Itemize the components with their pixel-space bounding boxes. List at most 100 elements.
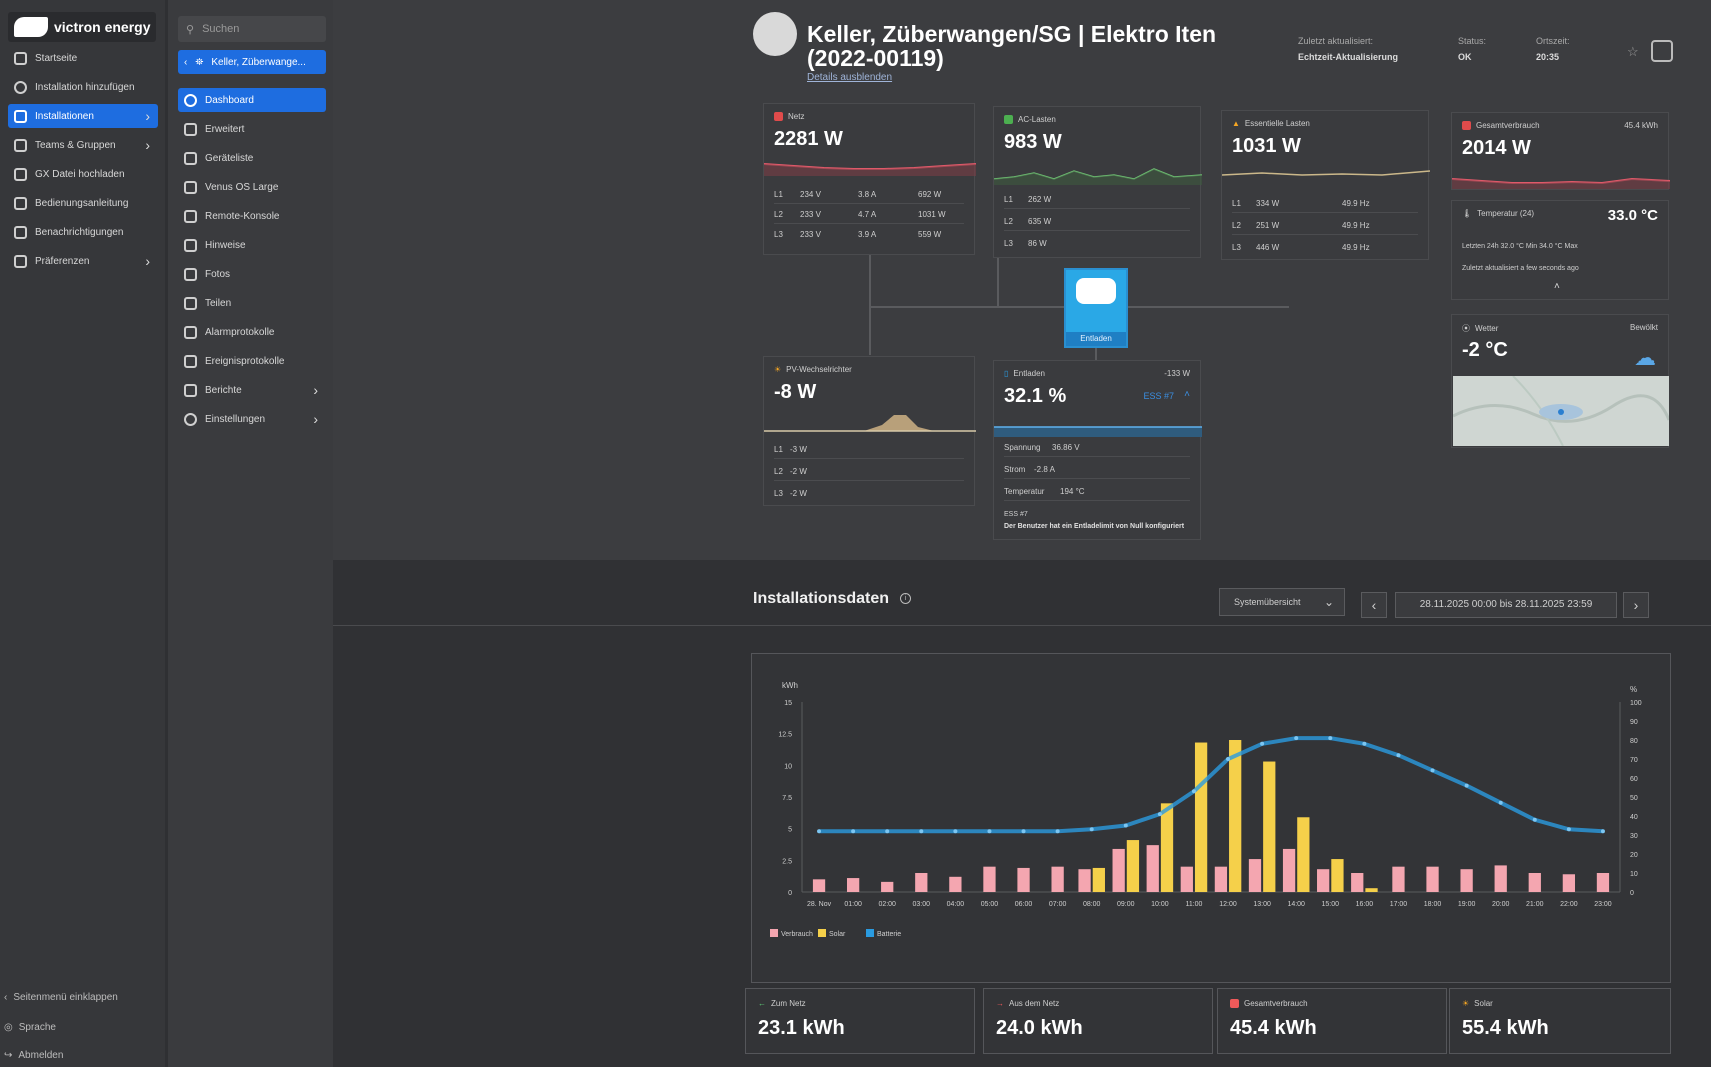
location-map[interactable] [1452, 375, 1671, 447]
weather-label: Wetter [1475, 324, 1499, 333]
power: 635 W [1028, 217, 1052, 226]
temperature-card[interactable]: 🌡 Temperatur (24) 33.0 °C Letzten 24h 32.… [1451, 200, 1669, 300]
ess-link[interactable]: ESS #7 [1143, 391, 1174, 401]
local-time-label: Ortszeit: [1536, 36, 1570, 46]
chevron-right-icon: › [145, 108, 150, 124]
gear-icon [184, 412, 197, 426]
grid-power: 2281 W [774, 128, 843, 150]
sidebar-item-installationen[interactable]: Installationen › [8, 104, 158, 128]
date-range[interactable]: 28.11.2025 00:00 bis 28.11.2025 23:59 [1395, 592, 1617, 618]
ac-row-l3: L3 86 W [1004, 239, 1190, 252]
language-button[interactable]: ◎ Sprache [4, 1022, 56, 1033]
subnav-item-teilen[interactable]: Teilen [178, 291, 326, 315]
favorite-star-icon[interactable]: ☆ [1627, 44, 1639, 59]
temperature-header: 🌡 Temperatur (24) [1462, 209, 1534, 218]
subnav-item-hinweise[interactable]: Hinweise [178, 233, 326, 257]
subnav-item-erweitert[interactable]: Erweitert [178, 117, 326, 141]
subnav-item-einstellungen[interactable]: Einstellungen › [178, 407, 326, 431]
prev-range-button[interactable]: ‹ [1361, 592, 1387, 618]
collapse-label: Seitenmenü einklappen [13, 992, 118, 1003]
bar-verbrauch [983, 866, 996, 892]
collapse-sidebar-button[interactable]: ‹ Seitenmenü einklappen [4, 992, 118, 1003]
bar-verbrauch [1248, 859, 1262, 892]
subnav-item-fotos[interactable]: Fotos [178, 262, 326, 286]
subnav-item-label: Erweitert [205, 123, 245, 135]
back-to-installation[interactable]: ‹ ⛯ Keller, Züberwange... [178, 50, 326, 74]
total-value: 24.0 kWh [996, 1017, 1083, 1039]
info-icon[interactable]: i [900, 593, 911, 604]
x-tick-label: 20:00 [1492, 901, 1510, 908]
search-input[interactable]: ⚲ Suchen [178, 16, 326, 42]
bar-solar [1194, 742, 1208, 892]
subnav-item-label: Geräteliste [205, 152, 254, 164]
sidebar-item-installation-hinzufuegen[interactable]: Installation hinzufügen [8, 75, 158, 99]
view-select[interactable]: Systemübersicht ⌄ [1219, 588, 1345, 616]
pv-inverter-label: PV-Wechselrichter [786, 365, 852, 374]
subnav-item-alarmprotokolle[interactable]: Alarmprotokolle [178, 320, 326, 344]
metric-label: Spannung [1004, 443, 1041, 452]
bar-verbrauch [1562, 874, 1576, 892]
frequency: 49.9 Hz [1342, 221, 1370, 230]
pv-inverter-card[interactable]: ☀ PV-Wechselrichter -8 W L1 -3 W L2 -2 W L3… [763, 356, 976, 506]
last-updated-value: Echtzeit-Aktualisierung [1298, 52, 1399, 62]
sidebar-item-teams[interactable]: Teams & Gruppen › [8, 133, 158, 157]
essential-loads-card[interactable]: ▲ Essentielle Lasten 1031 W L1 334 W 49.9 H… [1221, 110, 1430, 260]
subnav-item-berichte[interactable]: Berichte › [178, 378, 326, 402]
sidebar-item-gx-upload[interactable]: GX Datei hochladen [8, 162, 158, 186]
total-header: ☀ Solar [1462, 999, 1493, 1008]
sidebar-item-praeferenzen[interactable]: Präferenzen › [8, 249, 158, 273]
subnav-item-venus-os[interactable]: Venus OS Large [178, 175, 326, 199]
sidebar-item-benachrichtigungen[interactable]: Benachrichtigungen [8, 220, 158, 244]
weather-header: ⦿ Wetter [1462, 323, 1498, 334]
x-tick-label: 09:00 [1117, 901, 1135, 908]
power: 1031 W [918, 210, 946, 219]
total-consumption-card[interactable]: Gesamtverbrauch 45.4 kWh 2014 W [1451, 112, 1670, 190]
power: 446 W [1256, 243, 1280, 252]
subnav-item-dashboard[interactable]: Dashboard [178, 88, 326, 112]
pv-power: -8 W [774, 381, 817, 403]
victron-logo[interactable]: victron energy [8, 12, 156, 42]
inverter-node[interactable]: Entladen [1064, 268, 1128, 348]
layout-toggle-button[interactable] [1651, 40, 1673, 62]
sidebar-item-bedienungsanleitung[interactable]: Bedienungsanleitung [8, 191, 158, 215]
bar-verbrauch [881, 881, 894, 892]
battery-card[interactable]: ▯ Entladen -133 W 32.1 % ESS #7 ˄ Spannun… [993, 360, 1202, 540]
x-tick-label: 13:00 [1253, 901, 1271, 908]
hide-details-link[interactable]: Details ausblenden [807, 72, 893, 83]
y-tick-label: 10 [784, 763, 792, 770]
sun-icon: ☀ [1462, 999, 1470, 1008]
total-consumption-header: Gesamtverbrauch [1462, 121, 1540, 130]
chevron-up-icon[interactable]: ˄ [1184, 389, 1190, 400]
sidebar-item-startseite[interactable]: Startseite [8, 46, 158, 70]
subnav-item-geraeteliste[interactable]: Geräteliste [178, 146, 326, 170]
x-tick-label: 15:00 [1322, 901, 1340, 908]
search-placeholder: Suchen [202, 23, 240, 35]
y2-tick-label: 30 [1630, 833, 1638, 840]
temperature-value: 33.0 °C [1607, 207, 1658, 224]
ac-loads-card[interactable]: AC-Lasten 983 W L1 262 W L2 635 W L3 86 W [993, 106, 1202, 258]
subnav-item-label: Fotos [205, 268, 231, 280]
point-batterie [1089, 827, 1094, 832]
subnav-item-ereignisprotokolle[interactable]: Ereignisprotokolle [178, 349, 326, 373]
next-range-button[interactable]: › [1623, 592, 1649, 618]
total-consumption-label: Gesamtverbrauch [1476, 121, 1540, 130]
grid-card-label: Netz [788, 112, 805, 121]
bar-verbrauch [1426, 866, 1439, 892]
subnav-item-remote-konsole[interactable]: Remote-Konsole [178, 204, 326, 228]
ess-row-l3: L3 446 W 49.9 Hz [1232, 243, 1418, 256]
y2-tick-label: 10 [1630, 871, 1638, 878]
sliders-icon [14, 254, 27, 268]
logout-button[interactable]: ↪ Abmelden [4, 1050, 63, 1061]
battery-header: ▯ Entladen [1004, 369, 1045, 378]
book-icon [14, 196, 27, 210]
alarm-icon [184, 325, 197, 339]
point-batterie [1464, 783, 1469, 788]
grid-card[interactable]: Netz 2281 W L1 234 V 3.8 A 692 W L2 233 V 4.7… [763, 103, 976, 255]
total-to-grid: ← Zum Netz 23.1 kWh [745, 988, 975, 1054]
flow-line [869, 255, 871, 355]
flow-line [1095, 348, 1097, 360]
arrow-left-icon: ← [758, 999, 766, 1008]
chevron-up-icon[interactable]: ˄ [1554, 281, 1560, 292]
metric-label: Strom [1004, 465, 1026, 474]
chevron-right-icon: › [145, 137, 150, 153]
